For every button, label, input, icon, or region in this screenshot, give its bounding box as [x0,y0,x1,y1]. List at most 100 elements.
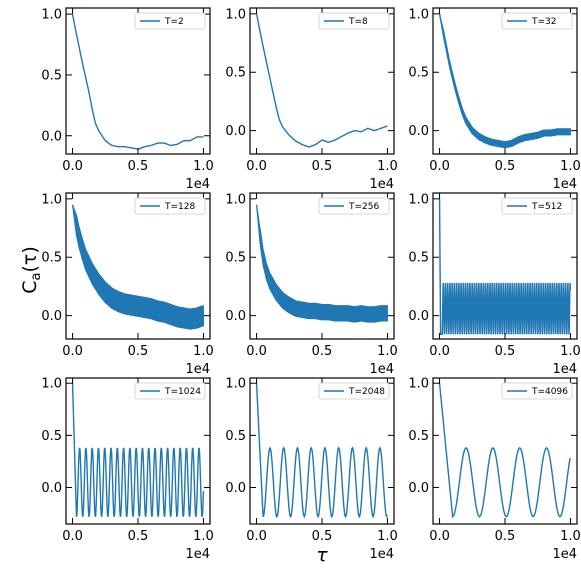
x-tick-label: 0.5 [312,344,333,359]
y-tick-label: 0.0 [41,129,62,144]
x-tick-label: 0.0 [429,159,450,174]
legend-box [134,12,206,30]
legend-label: T=256 [348,202,379,212]
x-tick-label: 1.0 [377,159,398,174]
y-tick-label: 0.5 [41,251,62,266]
legend-box [134,382,206,400]
y-tick-label: 1.0 [41,8,62,23]
y-tick-label: 0.5 [408,429,429,444]
subplot-T-32: 0.0 0.5 1.0 1e4 0.0 0.5 1.0 T=32 [408,7,580,192]
y-tick-label: 0.5 [408,66,429,81]
x-axis-multiplier: 1e4 [369,362,394,377]
y-tick-label: 1.0 [225,192,246,207]
series-line [255,13,388,148]
x-tick-label: 0.0 [62,344,83,359]
legend-label: T=4096 [531,387,568,397]
x-axis-multiplier: 1e4 [552,547,577,562]
series-line [71,204,205,330]
y-tick-label: 1.0 [408,192,429,207]
subplot-T-2: 0.0 0.5 1.0 1e4 0.0 0.5 1.0 T=2 [41,7,214,192]
series-line [438,198,572,336]
y-tick-label: 0.5 [408,251,429,266]
series-line [71,13,204,150]
y-tick-label: 1.0 [41,192,62,207]
x-axis-multiplier: 1e4 [185,362,210,377]
x-tick-label: 1.0 [193,159,214,174]
x-tick-label: 0.5 [312,159,333,174]
x-tick-label: 0.0 [246,159,267,174]
x-tick-label: 1.0 [560,159,581,174]
x-tick-label: 0.5 [312,529,333,544]
x-axis-title: τ [316,544,328,566]
legend-label: T=1024 [164,387,201,397]
legend-label: T=128 [164,202,195,212]
subplot-T-4096: 0.0 0.5 1.0 1e4 0.0 0.5 1.0 T=4096 [408,377,580,562]
x-tick-label: 1.0 [560,344,581,359]
y-tick-label: 1.0 [225,7,246,22]
x-tick-label: 0.5 [495,529,516,544]
x-tick-label: 0.5 [128,344,149,359]
legend-box [501,197,573,215]
subplot-T-128: 0.0 0.5 1.0 1e4 0.0 0.5 1.0 T=128 [41,192,213,377]
legend-box [501,382,573,400]
y-tick-label: 0.0 [225,309,246,324]
legend-label: T=512 [531,202,562,212]
x-tick-label: 1.0 [193,529,214,544]
x-axis-multiplier: 1e4 [369,177,394,192]
subplot-T-1024: 0.0 0.5 1.0 1e4 0.0 0.5 1.0 T=1024 [41,377,213,562]
series-line [255,204,389,323]
y-tick-label: 1.0 [408,377,429,392]
y-tick-label: 0.0 [41,481,62,496]
x-tick-label: 0.0 [62,159,83,174]
x-axis-multiplier: 1e4 [185,177,210,192]
x-axis-multiplier: 1e4 [552,362,577,377]
legend-box [134,197,206,215]
series-line [438,13,572,149]
y-tick-label: 0.5 [225,66,246,81]
x-tick-label: 0.5 [495,159,516,174]
x-tick-label: 0.0 [429,344,450,359]
y-tick-label: 0.5 [225,251,246,266]
x-tick-label: 0.0 [246,529,267,544]
legend-box [501,12,573,30]
legend-box [318,12,390,30]
y-tick-label: 0.5 [225,429,246,444]
y-tick-label: 0.5 [41,429,62,444]
y-axis-title: Ca(τ) [19,246,44,294]
legend-label: T=2048 [348,387,385,397]
legend-box [318,382,390,400]
y-tick-label: 1.0 [225,377,246,392]
x-tick-label: 1.0 [560,529,581,544]
y-tick-label: 0.0 [408,124,429,139]
y-tick-label: 0.5 [41,68,62,83]
x-tick-label: 1.0 [377,529,398,544]
y-tick-label: 0.0 [408,309,429,324]
subplot-T-512: 0.0 0.5 1.0 1e4 0.0 0.5 1.0 T=512 [408,192,580,377]
axes-frame [65,7,211,155]
subplot-T-2048: 0.0 0.5 1.0 1e4 0.0 0.5 1.0 T=2048 [225,377,397,562]
x-tick-label: 0.0 [246,344,267,359]
series-line [71,383,205,517]
subplot-T-8: 0.0 0.5 1.0 1e4 0.0 0.5 1.0 T=8 [225,7,397,192]
x-axis-multiplier: 1e4 [185,547,210,562]
x-axis-multiplier: 1e4 [369,547,394,562]
y-tick-label: 0.0 [41,309,62,324]
y-tick-label: 0.0 [408,481,429,496]
x-tick-label: 1.0 [377,344,398,359]
x-tick-label: 1.0 [193,344,214,359]
series-line [255,383,388,519]
x-axis-multiplier: 1e4 [552,177,577,192]
x-tick-label: 0.5 [128,159,149,174]
legend-label: T=8 [348,17,368,27]
series-line [438,383,571,519]
y-tick-label: 1.0 [408,7,429,22]
axes-frame [249,7,395,155]
x-tick-label: 0.0 [62,529,83,544]
y-tick-label: 0.0 [225,481,246,496]
legend-box [318,197,390,215]
subplot-T-256: 0.0 0.5 1.0 1e4 0.0 0.5 1.0 T=256 [225,192,397,377]
legend-label: T=32 [531,17,557,27]
x-tick-label: 0.0 [429,529,450,544]
y-tick-label: 0.0 [225,124,246,139]
